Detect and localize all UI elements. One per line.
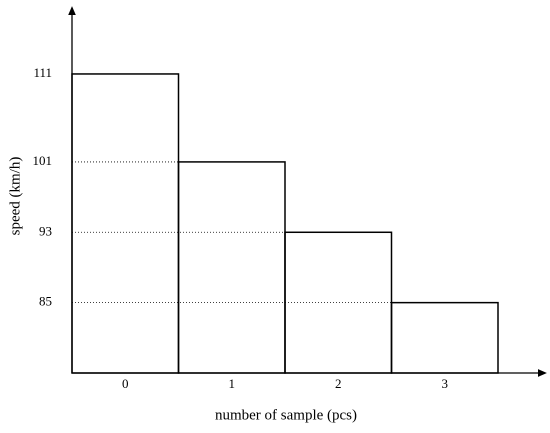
x-tick-label: 1 [229, 376, 236, 391]
bar [71, 73, 180, 374]
x-tick-label: 0 [122, 376, 129, 391]
y-tick-label: 111 [33, 65, 52, 80]
bar [390, 301, 499, 374]
x-tick-label: 3 [442, 376, 449, 391]
y-axis-title: speed (km/h) [7, 157, 23, 236]
x-axis-title: number of sample (pcs) [215, 407, 357, 423]
bar [177, 161, 286, 374]
y-tick-label: 93 [39, 223, 52, 238]
y-tick-label: 101 [33, 153, 53, 168]
y-tick-label: 85 [39, 294, 52, 309]
x-tick-label: 2 [335, 376, 342, 391]
